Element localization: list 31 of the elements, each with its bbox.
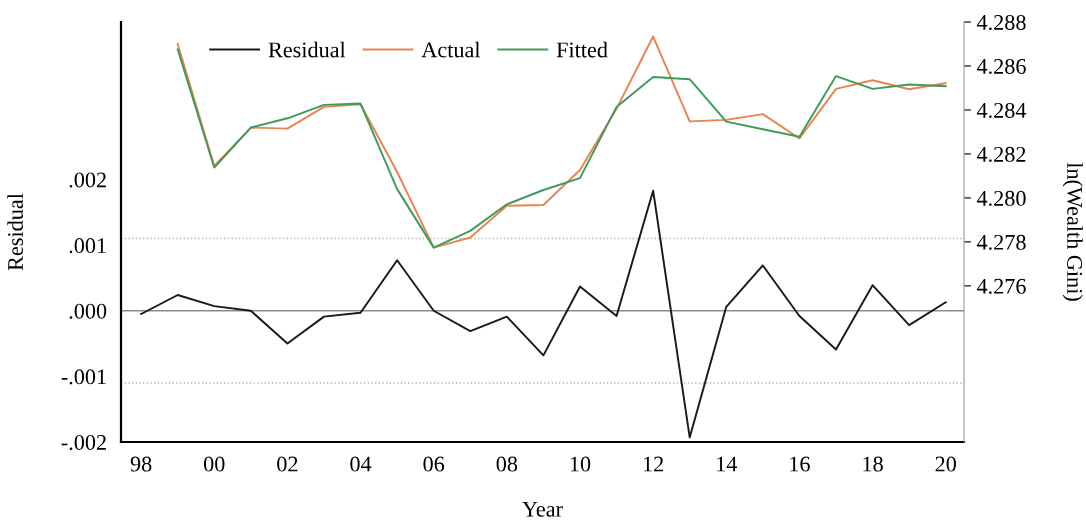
x-tick-label: 16: [790, 456, 810, 472]
legend-label: Residual: [268, 41, 346, 58]
line-series: [140, 189, 947, 439]
legend-label: Fitted: [556, 41, 608, 58]
y-tick-label: -.002: [61, 434, 106, 451]
x-tick-label: 08: [496, 456, 518, 472]
y-axis-title: Residual: [7, 193, 23, 271]
x-tick-label: 18: [863, 456, 883, 472]
x-tick-label: 06: [423, 456, 445, 472]
y2-tick-label: 4.288: [976, 14, 1026, 31]
x-tick-label: 10: [570, 456, 591, 472]
legend-label: Actual: [421, 41, 481, 58]
y-tick-label: .001: [69, 238, 106, 254]
x-tick-label: 14: [717, 456, 738, 472]
y2-tick-label: 4.282: [976, 146, 1026, 162]
x-axis-title: Year: [522, 501, 563, 517]
y2-tick-label: 4.276: [976, 278, 1026, 294]
y2-tick-label: 4.280: [976, 190, 1026, 206]
y-tick-label: .002: [69, 172, 106, 188]
x-tick-label: 00: [204, 456, 225, 472]
y2-axis-title: ln(Wealth Gini): [1062, 162, 1083, 301]
y2-tick-label: 4.286: [976, 58, 1026, 75]
x-tick-label: 12: [643, 456, 664, 472]
y-tick-label: .000: [69, 303, 107, 319]
x-tick-label: 04: [350, 456, 372, 472]
x-tick-label: 20: [935, 456, 956, 472]
x-tick-label: 02: [277, 456, 298, 472]
y2-tick-label: 4.284: [976, 102, 1027, 118]
y2-tick-label: 4.278: [976, 234, 1026, 250]
x-tick-label: 98: [130, 456, 152, 472]
y-tick-label: -.001: [61, 369, 106, 385]
